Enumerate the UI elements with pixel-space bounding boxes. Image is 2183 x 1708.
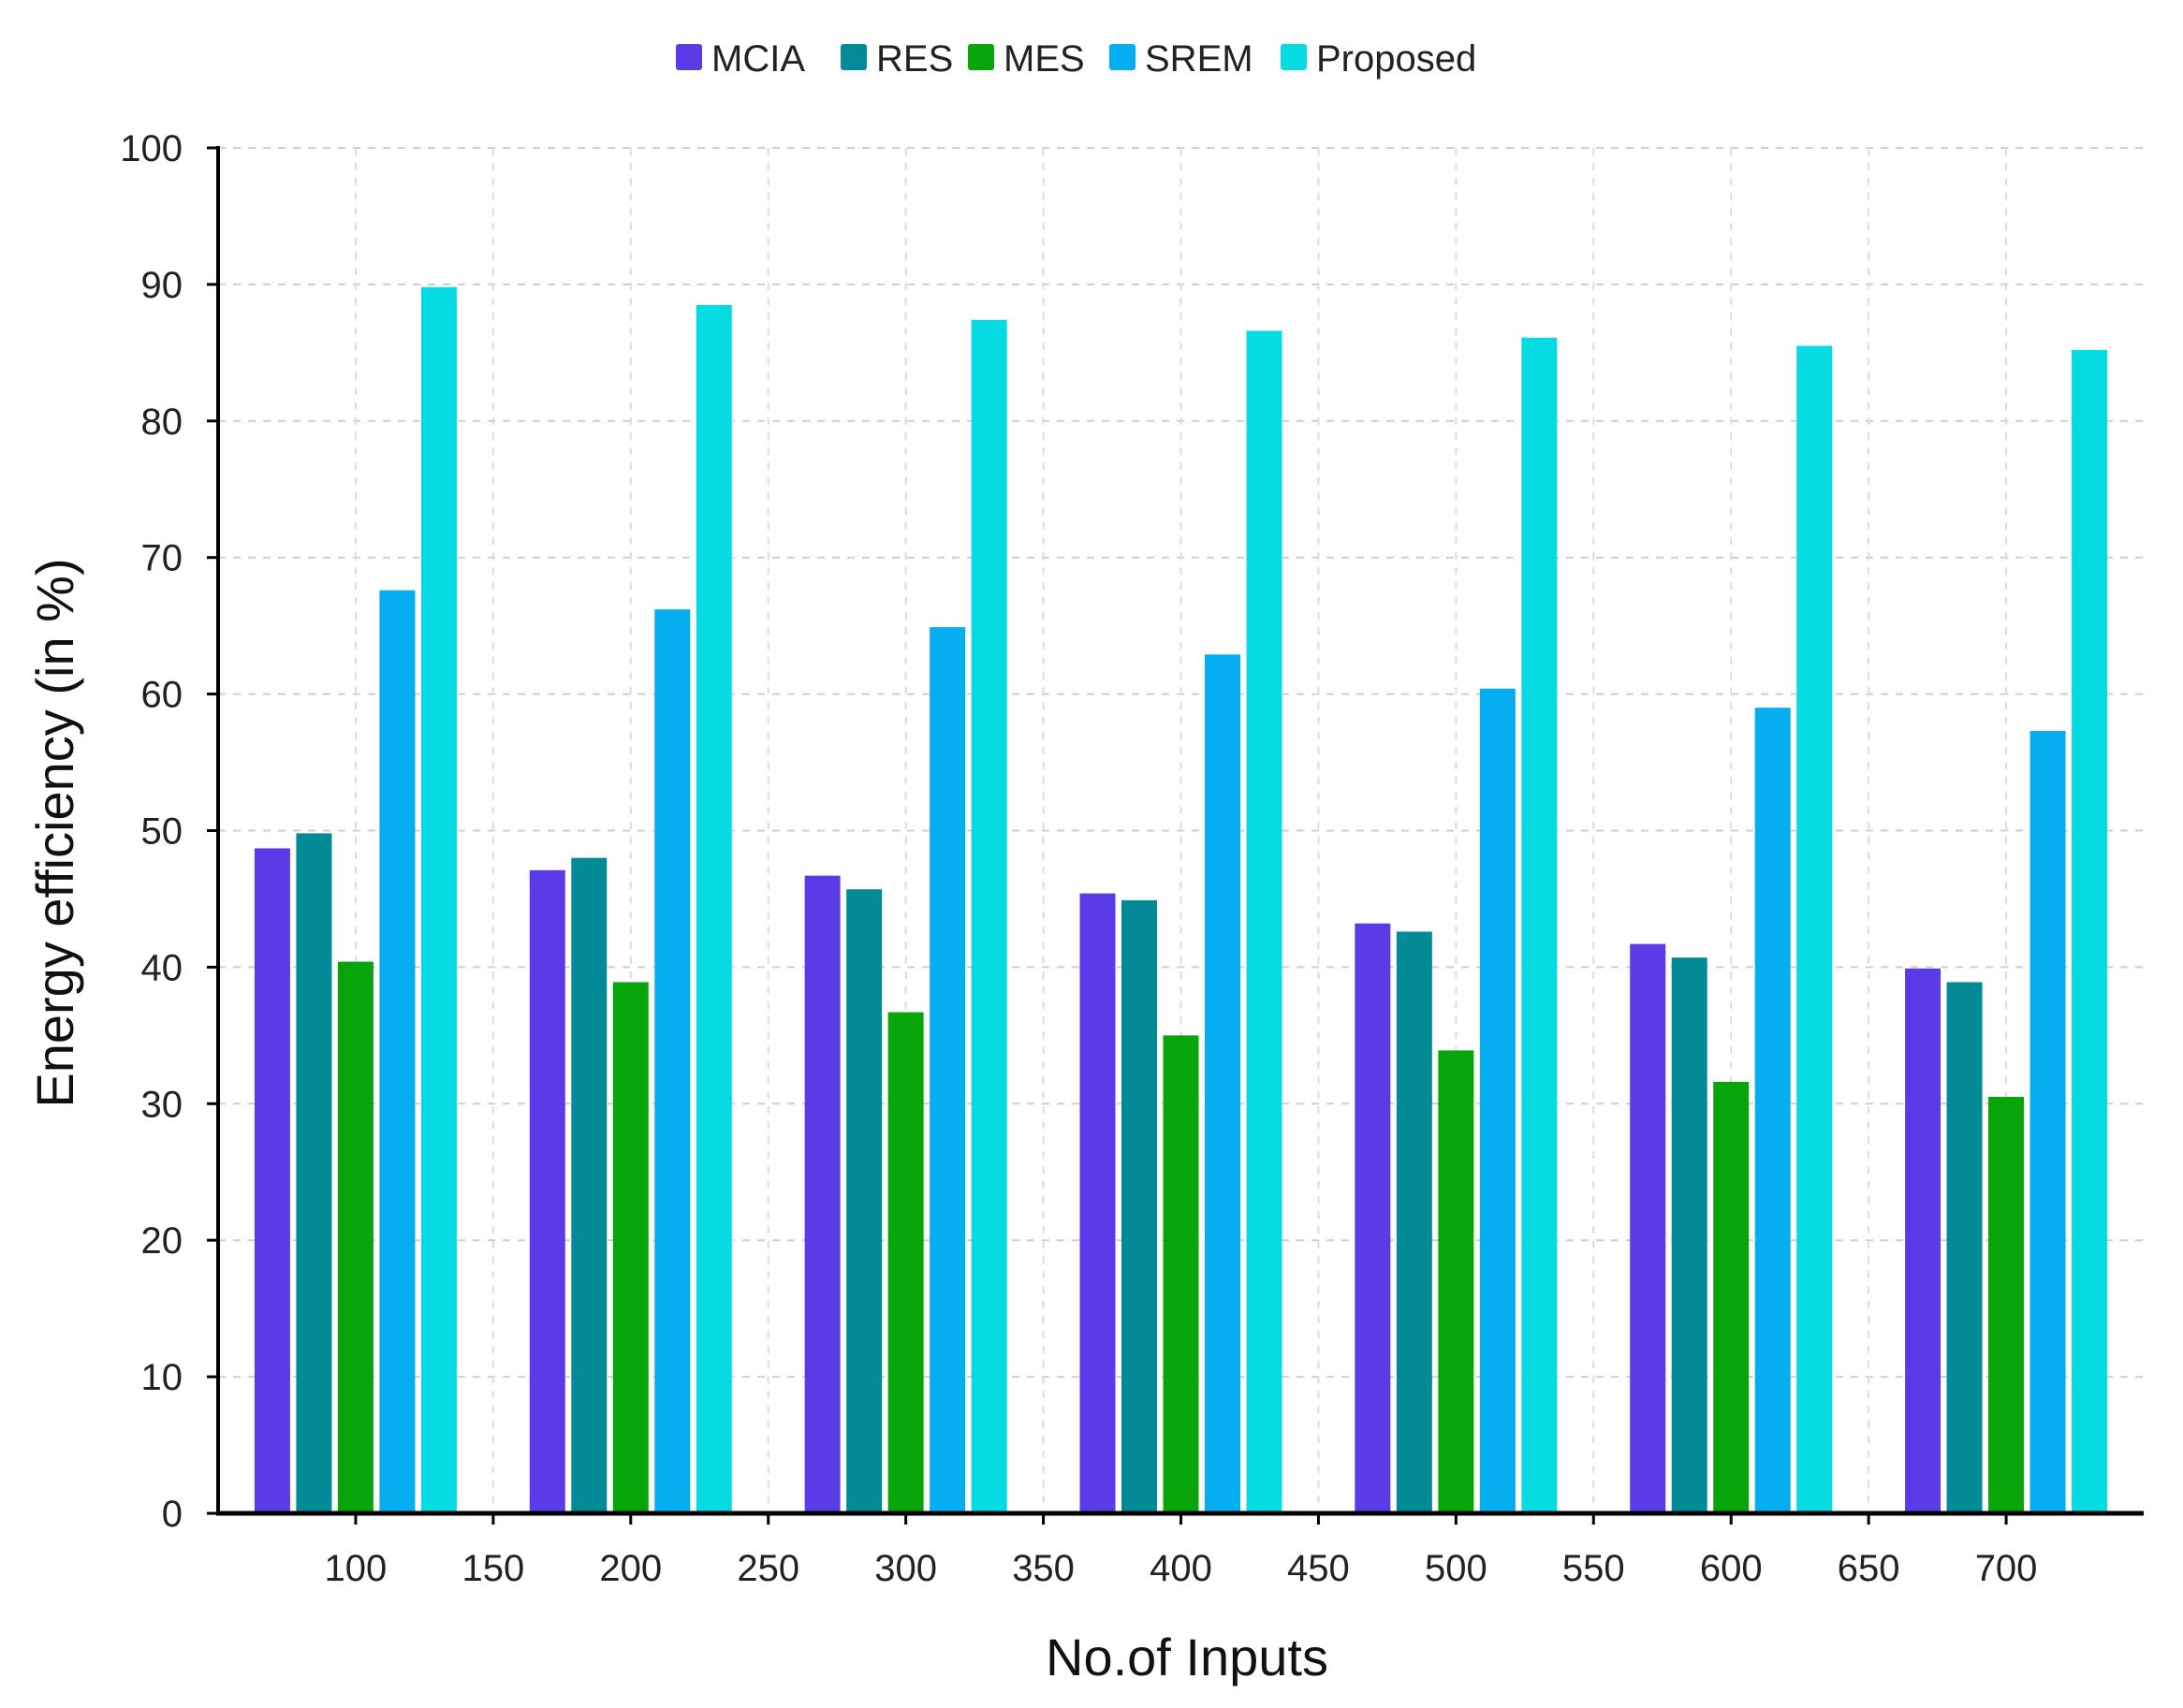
- bar-proposed-300: [971, 319, 1007, 1514]
- bar-res-600: [1671, 957, 1707, 1513]
- bar-mcia-400: [1079, 893, 1116, 1513]
- x-tick-label: 500: [1425, 1548, 1487, 1589]
- x-tick-label: 350: [1012, 1548, 1075, 1589]
- legend-label-mes: MES: [1004, 38, 1085, 80]
- bar-mcia-200: [529, 869, 565, 1513]
- x-tick-label: 450: [1287, 1548, 1350, 1589]
- x-tick-label: 100: [325, 1548, 388, 1589]
- legend-swatch-proposed: [1281, 44, 1307, 70]
- bar-mcia-500: [1355, 923, 1391, 1513]
- bar-mcia-100: [254, 848, 290, 1513]
- bar-mes-300: [887, 1012, 924, 1513]
- bar-res-100: [296, 833, 332, 1513]
- bar-proposed-700: [2072, 349, 2108, 1513]
- bar-srem-300: [930, 627, 966, 1513]
- bar-mes-600: [1713, 1081, 1750, 1513]
- legend-label-srem: SREM: [1145, 38, 1253, 80]
- legend-swatch-mes: [968, 44, 994, 70]
- bar-mcia-300: [804, 875, 841, 1513]
- y-tick-label: 80: [141, 401, 183, 443]
- y-tick-label: 90: [141, 265, 183, 306]
- bar-srem-500: [1479, 688, 1516, 1513]
- legend-swatch-res: [841, 44, 867, 70]
- bar-srem-200: [654, 609, 691, 1513]
- bar-mes-200: [612, 982, 649, 1513]
- y-tick-label: 70: [141, 538, 183, 579]
- bar-res-500: [1396, 931, 1432, 1513]
- y-tick-label: 50: [141, 811, 183, 853]
- grid-lines: [218, 147, 2144, 1513]
- bar-mes-500: [1438, 1050, 1474, 1513]
- y-tick-label: 100: [120, 128, 183, 169]
- x-tick-label: 250: [737, 1548, 799, 1589]
- axes: [207, 146, 2144, 1525]
- bar-srem-400: [1205, 654, 1240, 1513]
- y-tick-label: 30: [141, 1084, 183, 1125]
- tick-labels: 0 10 20 30 40 50 60 70 80 90 100 100 150 200 250 300 350…: [120, 128, 2037, 1589]
- legend-swatch-srem: [1109, 44, 1135, 70]
- legend-label-res: RES: [876, 38, 953, 80]
- y-tick-label: 0: [162, 1494, 183, 1535]
- bar-res-700: [1946, 982, 1983, 1513]
- x-tick-label: 600: [1700, 1548, 1763, 1589]
- x-tick-label: 400: [1150, 1548, 1212, 1589]
- y-tick-label: 20: [141, 1220, 183, 1262]
- x-axis-title: No.of Inputs: [1046, 1628, 1328, 1686]
- x-tick-label: 550: [1562, 1548, 1625, 1589]
- bar-mes-700: [1988, 1097, 2025, 1513]
- bar-res-300: [846, 889, 883, 1513]
- bar-mcia-700: [1905, 968, 1941, 1513]
- bar-proposed-100: [420, 286, 457, 1513]
- y-tick-label: 60: [141, 675, 183, 716]
- x-tick-label: 200: [599, 1548, 662, 1589]
- x-tick-label: 300: [874, 1548, 937, 1589]
- y-tick-label: 10: [141, 1357, 183, 1398]
- y-tick-label: 40: [141, 947, 183, 988]
- bar-srem-700: [2029, 730, 2066, 1513]
- legend-label-mcia: MCIA: [711, 38, 805, 80]
- bar-proposed-400: [1246, 330, 1282, 1514]
- bar-res-200: [571, 857, 608, 1513]
- legend-swatch-mcia: [676, 44, 702, 70]
- bar-proposed-500: [1521, 337, 1558, 1513]
- bar-mes-100: [337, 961, 374, 1513]
- bar-res-400: [1121, 899, 1157, 1513]
- y-axis-title: Energy efficiency (in %): [25, 558, 84, 1107]
- bar-proposed-200: [696, 304, 732, 1513]
- bars-group: [254, 286, 2108, 1514]
- x-tick-label: 700: [1975, 1548, 2038, 1589]
- bar-proposed-600: [1796, 345, 1833, 1514]
- legend: MCIA RES MES SREM Proposed: [676, 38, 1476, 80]
- bar-mcia-600: [1630, 943, 1666, 1513]
- x-tick-label: 650: [1838, 1548, 1900, 1589]
- bar-srem-100: [379, 590, 416, 1513]
- bar-mes-400: [1163, 1035, 1199, 1513]
- bar-srem-600: [1754, 708, 1791, 1513]
- legend-label-proposed: Proposed: [1316, 38, 1476, 80]
- x-tick-label: 150: [462, 1548, 524, 1589]
